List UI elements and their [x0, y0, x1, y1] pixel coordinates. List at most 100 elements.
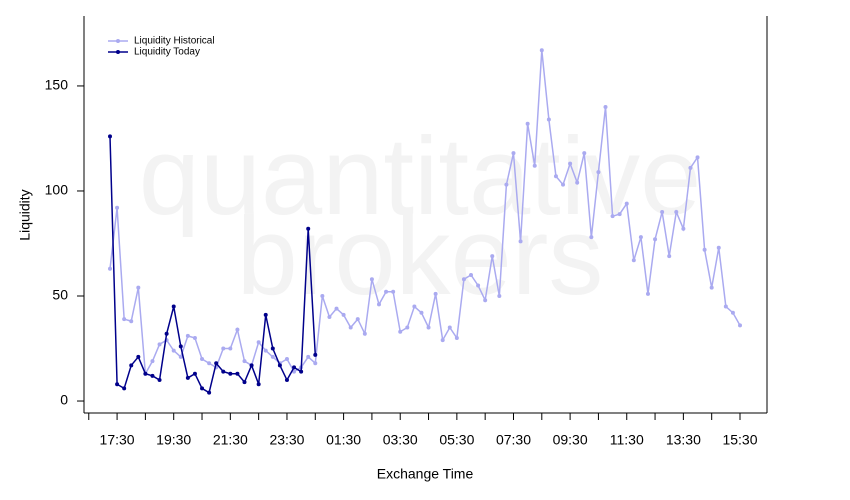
series-line	[109, 136, 317, 394]
point	[270, 354, 275, 359]
point	[575, 180, 580, 185]
point	[284, 357, 289, 362]
point	[709, 285, 714, 290]
point	[688, 165, 693, 170]
x-tick-label: 15:30	[722, 432, 757, 448]
point	[150, 359, 155, 364]
point	[695, 155, 700, 160]
point	[192, 336, 197, 341]
y-tick-label: 50	[52, 287, 68, 303]
point	[539, 48, 544, 53]
point	[207, 390, 212, 395]
point	[504, 182, 509, 187]
point	[143, 371, 148, 376]
x-tick-label: 05:30	[439, 432, 474, 448]
point	[553, 174, 558, 179]
point	[660, 209, 665, 214]
point	[469, 272, 474, 277]
point	[596, 170, 601, 175]
point	[129, 363, 134, 368]
point	[157, 342, 162, 347]
point	[320, 294, 325, 299]
point	[249, 363, 254, 368]
point	[192, 371, 197, 376]
point	[440, 338, 445, 343]
point	[178, 354, 183, 359]
point	[157, 378, 162, 383]
point	[674, 209, 679, 214]
point	[178, 344, 183, 349]
point	[306, 226, 311, 231]
point	[270, 346, 275, 351]
point	[129, 319, 134, 324]
point	[653, 237, 658, 242]
point	[716, 245, 721, 250]
y-axis-title: Liquidity	[17, 189, 33, 240]
point	[207, 361, 212, 366]
point	[122, 317, 127, 322]
point	[185, 333, 190, 338]
legend-marker	[116, 50, 120, 54]
x-tick-label: 17:30	[100, 432, 135, 448]
point	[391, 289, 396, 294]
point	[461, 277, 466, 282]
point	[122, 386, 127, 391]
point	[667, 254, 672, 259]
point	[603, 104, 608, 109]
point	[433, 291, 438, 296]
point	[355, 317, 360, 322]
point	[546, 117, 551, 122]
point	[511, 151, 516, 156]
legend-label: Liquidity Today	[134, 47, 200, 58]
point	[362, 331, 367, 336]
x-tick-label: 11:30	[610, 432, 644, 448]
point	[483, 298, 488, 303]
point	[412, 304, 417, 309]
point	[702, 247, 707, 252]
point	[136, 285, 141, 290]
point	[150, 373, 155, 378]
point	[256, 382, 261, 387]
point	[200, 386, 205, 391]
point	[108, 134, 112, 139]
point	[284, 378, 289, 383]
point	[638, 235, 643, 240]
point	[348, 325, 353, 330]
point	[723, 304, 728, 309]
point	[299, 369, 304, 374]
point	[518, 239, 523, 244]
point	[235, 327, 240, 332]
point	[228, 371, 233, 376]
point	[242, 359, 247, 364]
x-tick-label: 23:30	[269, 432, 304, 448]
point	[624, 201, 629, 206]
point	[313, 361, 318, 366]
point	[681, 226, 686, 231]
point	[292, 365, 297, 370]
point	[419, 310, 424, 315]
point	[497, 294, 502, 299]
point	[476, 283, 481, 288]
legend-label: Liquidity Historical	[134, 36, 215, 47]
point	[171, 304, 176, 309]
point	[256, 340, 261, 345]
point	[171, 348, 176, 353]
point	[242, 380, 247, 385]
point	[645, 291, 650, 296]
point	[610, 214, 615, 219]
y-tick-label: 150	[45, 77, 69, 93]
watermark: brokers	[237, 195, 604, 318]
point	[525, 121, 530, 126]
point	[214, 361, 219, 366]
x-tick-label: 13:30	[666, 432, 701, 448]
point	[334, 306, 339, 311]
x-tick-label: 07:30	[496, 432, 531, 448]
point	[313, 352, 318, 357]
point	[454, 336, 459, 341]
point	[185, 375, 190, 380]
x-tick-label: 01:30	[326, 432, 361, 448]
x-tick-label: 09:30	[553, 432, 588, 448]
point	[115, 205, 120, 210]
point	[398, 329, 403, 334]
